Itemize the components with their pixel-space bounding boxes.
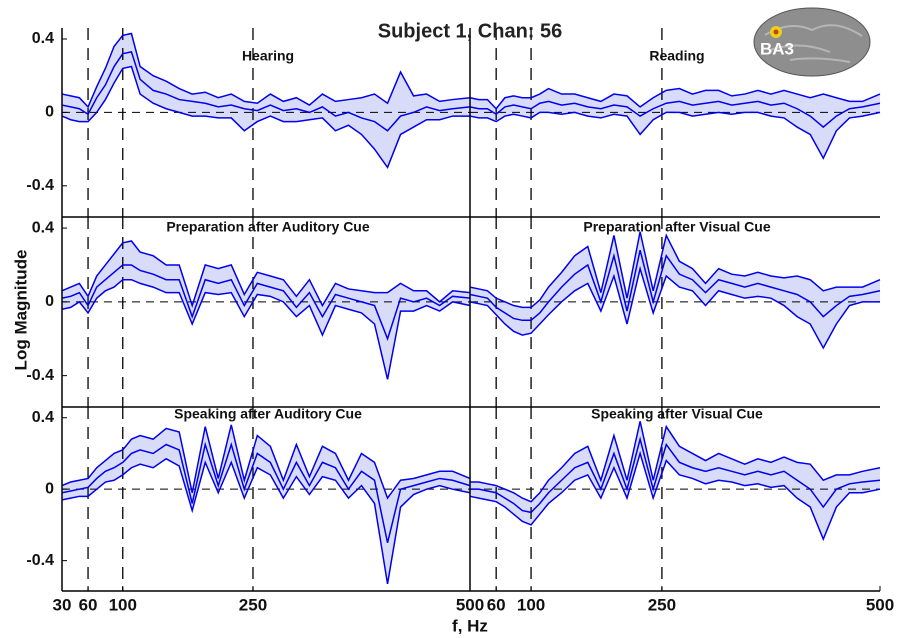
panel-title: Preparation after Visual Cue xyxy=(583,219,770,235)
y-tick-label: 0 xyxy=(45,293,54,310)
confidence-band xyxy=(62,33,470,168)
figure-title: Subject 1, Chan: 56 xyxy=(378,20,563,42)
x-tick-label: 100 xyxy=(517,595,545,614)
brain-label: BA3 xyxy=(760,39,794,58)
bound-line xyxy=(61,457,471,584)
confidence-band xyxy=(470,88,880,159)
panel-title: Speaking after Visual Cue xyxy=(591,406,763,422)
x-tick-label: 500 xyxy=(866,595,894,614)
mean-line xyxy=(469,100,881,129)
bound-line xyxy=(469,265,880,350)
y-tick-label: -0.4 xyxy=(26,552,54,569)
bound-line xyxy=(469,87,881,110)
bound-line xyxy=(61,65,470,170)
brain-icon xyxy=(753,7,871,77)
x-axis-label: f, Hz xyxy=(452,616,488,635)
mean-line xyxy=(61,441,471,543)
mean-line xyxy=(469,250,881,322)
mean-line xyxy=(61,264,471,341)
x-tick-label: 250 xyxy=(239,595,267,614)
bound-line xyxy=(469,111,881,160)
bound-line xyxy=(61,278,471,380)
mean-line xyxy=(470,436,881,514)
panel-title: Preparation after Auditory Cue xyxy=(166,219,370,235)
y-tick-label: -0.4 xyxy=(26,177,54,194)
panel-title: Speaking after Auditory Cue xyxy=(174,406,362,422)
bound-line xyxy=(469,231,881,309)
confidence-band xyxy=(62,424,470,584)
bound-line xyxy=(469,450,881,542)
x-tick-label: 60 xyxy=(79,595,98,614)
confidence-band xyxy=(470,231,880,348)
x-tick-label: 250 xyxy=(648,595,676,614)
x-tick-label: 500 xyxy=(456,595,484,614)
y-axis-label: Log Magnitude xyxy=(11,250,30,371)
brain-inset: BA3 xyxy=(753,7,871,77)
panel-title: Hearing xyxy=(242,48,294,64)
bound-line xyxy=(470,421,881,503)
panel-title: Reading xyxy=(649,48,704,64)
y-tick-label: 0 xyxy=(45,104,54,121)
y-tick-label: 0.4 xyxy=(32,409,54,426)
frame xyxy=(61,28,880,592)
brain-spot-center xyxy=(773,29,779,35)
plots: -0.4 0 0.4 Hearing Reading -0.4 0 0.4 Preparatio… xyxy=(26,28,894,614)
y-tick-label: 0.4 xyxy=(32,219,54,236)
x-tick-label: 100 xyxy=(109,595,137,614)
x-tick-label: 60 xyxy=(487,595,506,614)
x-tick-label: 30 xyxy=(53,595,72,614)
bound-line xyxy=(61,424,471,500)
confidence-band xyxy=(62,240,470,380)
bound-line xyxy=(61,32,471,109)
y-tick-label: 0.4 xyxy=(32,30,54,47)
bound-line xyxy=(61,240,471,308)
y-tick-label: -0.4 xyxy=(26,367,54,384)
y-tick-label: 0 xyxy=(45,480,54,497)
mean-line xyxy=(61,50,471,132)
